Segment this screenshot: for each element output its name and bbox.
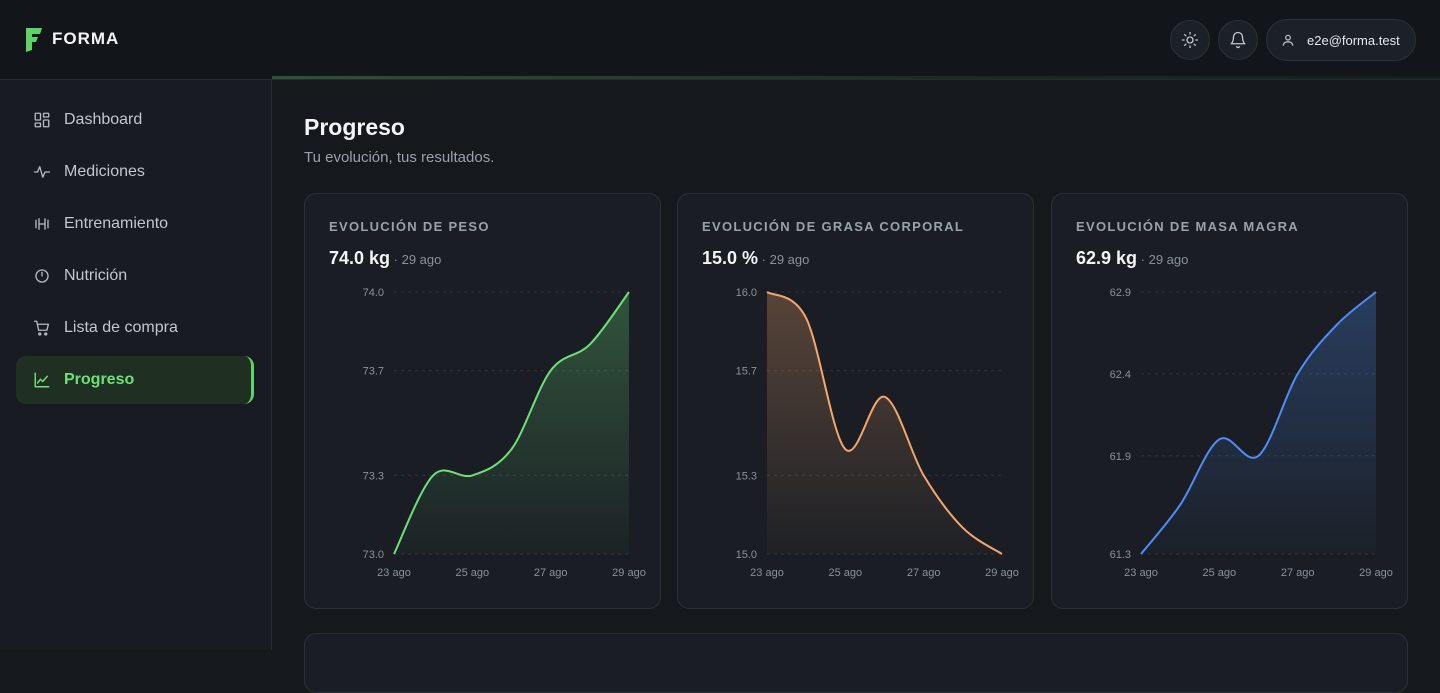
y-tick-label: 62.9 — [1110, 287, 1131, 299]
brand-logo[interactable]: FORMA — [24, 26, 119, 52]
y-tick-label: 61.3 — [1110, 549, 1131, 561]
weight-chart: 73.0 73.3 73.7 74.0 23 ago 25 ago 27 ago 29 ago — [305, 194, 662, 610]
y-tick-label: 73.3 — [363, 470, 384, 482]
theme-toggle-button[interactable] — [1170, 20, 1210, 60]
y-tick-label: 15.7 — [736, 366, 757, 378]
sidebar-item-nutricion[interactable]: Nutrición — [16, 252, 254, 300]
y-tick-label: 15.0 — [736, 549, 757, 561]
sidebar-item-label: Lista de compra — [64, 319, 178, 337]
notifications-button[interactable] — [1218, 20, 1258, 60]
sidebar-item-dashboard[interactable]: Dashboard — [16, 96, 254, 144]
series-area — [394, 292, 629, 554]
next-card — [304, 633, 1408, 693]
user-menu-button[interactable]: e2e@forma.test — [1266, 19, 1416, 61]
chart-line-icon — [32, 370, 52, 390]
series-area — [1141, 292, 1376, 554]
dashboard-icon — [32, 110, 52, 130]
dumbbell-icon — [32, 214, 52, 234]
header-accent-line — [272, 76, 1440, 79]
x-tick-label: 29 ago — [612, 567, 646, 579]
lean-mass-chart: 61.3 61.9 62.4 62.9 23 ago 25 ago 27 ago 29 ago — [1052, 194, 1409, 610]
y-tick-label: 16.0 — [736, 287, 757, 299]
y-tick-label: 15.3 — [736, 470, 757, 482]
y-tick-label: 73.7 — [363, 366, 384, 378]
x-tick-label: 23 ago — [1124, 567, 1158, 579]
lean-mass-chart-card: EVOLUCIÓN DE MASA MAGRA 62.9 kg · 29 ago… — [1051, 193, 1408, 609]
x-tick-label: 23 ago — [377, 567, 411, 579]
main-content: Progreso Tu evolución, tus resultados. E… — [272, 80, 1440, 650]
x-tick-label: 27 ago — [534, 567, 568, 579]
sidebar-item-label: Progreso — [64, 371, 134, 389]
sidebar-item-mediciones[interactable]: Mediciones — [16, 148, 254, 196]
user-icon — [1281, 33, 1295, 47]
forma-logo-icon — [24, 26, 44, 52]
sidebar-item-label: Nutrición — [64, 267, 127, 285]
sidebar-item-entrenamiento[interactable]: Entrenamiento — [16, 200, 254, 248]
x-tick-label: 25 ago — [456, 567, 490, 579]
sidebar-item-label: Mediciones — [64, 163, 145, 181]
page-title: Progreso — [304, 114, 405, 141]
x-tick-label: 25 ago — [829, 567, 863, 579]
clock-icon — [32, 266, 52, 286]
sun-icon — [1181, 31, 1199, 49]
sidebar-item-progreso[interactable]: Progreso — [16, 356, 254, 404]
sidebar: Dashboard Mediciones Entrenamiento Nutri… — [0, 80, 272, 650]
body-fat-chart-card: EVOLUCIÓN DE GRASA CORPORAL 15.0 % · 29 … — [677, 193, 1034, 609]
x-tick-label: 29 ago — [985, 567, 1019, 579]
bell-icon — [1229, 31, 1247, 49]
page-subtitle: Tu evolución, tus resultados. — [304, 149, 494, 166]
series-area — [767, 292, 1002, 554]
x-tick-label: 25 ago — [1203, 567, 1237, 579]
brand-name: FORMA — [52, 29, 119, 49]
sidebar-item-label: Entrenamiento — [64, 215, 168, 233]
pulse-icon — [32, 162, 52, 182]
y-tick-label: 74.0 — [363, 287, 384, 299]
sidebar-item-label: Dashboard — [64, 111, 142, 129]
user-email: e2e@forma.test — [1307, 33, 1400, 48]
y-tick-label: 61.9 — [1110, 451, 1131, 463]
y-tick-label: 62.4 — [1110, 369, 1131, 381]
body-fat-chart: 15.0 15.3 15.7 16.0 23 ago 25 ago 27 ago 29 ago — [678, 194, 1035, 610]
sidebar-item-lista-de-compra[interactable]: Lista de compra — [16, 304, 254, 352]
x-tick-label: 29 ago — [1359, 567, 1393, 579]
x-tick-label: 27 ago — [1281, 567, 1315, 579]
app-header: FORMA e2e@forma.test — [0, 0, 1440, 80]
y-tick-label: 73.0 — [363, 549, 384, 561]
x-tick-label: 23 ago — [750, 567, 784, 579]
cart-icon — [32, 318, 52, 338]
x-tick-label: 27 ago — [907, 567, 941, 579]
